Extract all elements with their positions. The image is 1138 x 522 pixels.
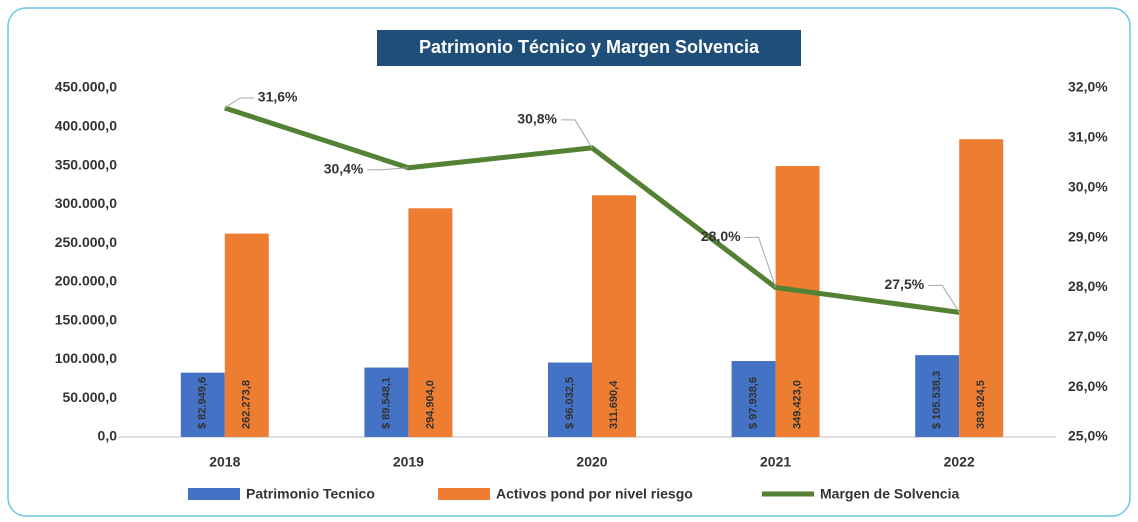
y-tick-label: 200.000,0 xyxy=(55,273,117,289)
legend-label: Margen de Solvencia xyxy=(820,486,959,502)
legend-label: Patrimonio Tecnico xyxy=(246,486,375,502)
bar-value-label: 311.690,4 xyxy=(608,380,620,429)
y-tick-label: 0,0 xyxy=(98,428,118,444)
y2-tick-label: 27,0% xyxy=(1068,328,1108,344)
x-tick-label: 2022 xyxy=(944,454,975,470)
bar-value-label: 383.924,5 xyxy=(975,380,987,429)
bar xyxy=(548,362,592,437)
bar xyxy=(959,139,1004,437)
bar-value-label: $ 89.548,1 xyxy=(380,377,392,429)
line-value-label: 31,6% xyxy=(258,89,298,105)
legend-swatch xyxy=(188,488,240,500)
legend-label: Activos pond por nivel riesgo xyxy=(496,486,693,502)
y2-tick-label: 26,0% xyxy=(1068,378,1108,394)
y2-tick-label: 30,0% xyxy=(1068,178,1108,194)
line-value-label: 28,0% xyxy=(701,228,741,244)
bar-value-label: 262.273,8 xyxy=(241,380,253,429)
leader-line xyxy=(224,97,254,109)
bar xyxy=(592,195,636,437)
bar xyxy=(775,166,820,437)
bar xyxy=(915,355,960,437)
bar xyxy=(364,367,409,437)
y2-tick-label: 32,0% xyxy=(1068,79,1108,95)
bar xyxy=(731,361,776,437)
bar-value-label: 294.904,0 xyxy=(424,380,436,429)
line-value-label: 30,8% xyxy=(517,111,557,127)
y-tick-label: 400.000,0 xyxy=(55,117,117,133)
x-tick-label: 2018 xyxy=(209,454,240,470)
x-tick-label: 2021 xyxy=(760,454,791,470)
y-tick-label: 250.000,0 xyxy=(55,234,117,250)
bar xyxy=(408,208,453,437)
leader-line xyxy=(367,167,409,171)
y2-tick-label: 25,0% xyxy=(1068,428,1108,444)
leader-line xyxy=(744,236,777,288)
bar-value-label: 349.423,0 xyxy=(792,380,804,429)
y-tick-label: 300.000,0 xyxy=(55,195,117,211)
y-tick-label: 350.000,0 xyxy=(55,156,117,172)
line-series xyxy=(224,105,960,315)
bar-value-label: $ 105.538,3 xyxy=(931,371,943,429)
frame xyxy=(7,7,1131,517)
y-tick-label: 450.000,0 xyxy=(55,79,117,95)
bar xyxy=(180,372,225,437)
y-tick-label: 100.000,0 xyxy=(55,350,117,366)
y2-tick-label: 28,0% xyxy=(1068,278,1108,294)
line-value-label: 27,5% xyxy=(884,276,924,292)
leader-line xyxy=(928,284,960,313)
line-value-label: 30,4% xyxy=(324,160,364,176)
bar-value-label: $ 82.949,6 xyxy=(197,377,209,429)
chart-title: Patrimonio Técnico y Margen Solvencia xyxy=(419,37,760,57)
y2-tick-label: 31,0% xyxy=(1068,129,1108,145)
title-box xyxy=(377,30,801,66)
leader-line xyxy=(561,119,593,149)
bar-value-label: $ 96.032,5 xyxy=(564,377,576,429)
y-tick-label: 50.000,0 xyxy=(63,389,118,405)
y2-tick-label: 29,0% xyxy=(1068,228,1108,244)
bar xyxy=(224,233,269,437)
y-tick-label: 150.000,0 xyxy=(55,311,117,327)
x-tick-label: 2020 xyxy=(576,454,607,470)
legend-swatch xyxy=(438,488,490,500)
bar-value-label: $ 97.938,6 xyxy=(748,377,760,429)
x-tick-label: 2019 xyxy=(393,454,424,470)
